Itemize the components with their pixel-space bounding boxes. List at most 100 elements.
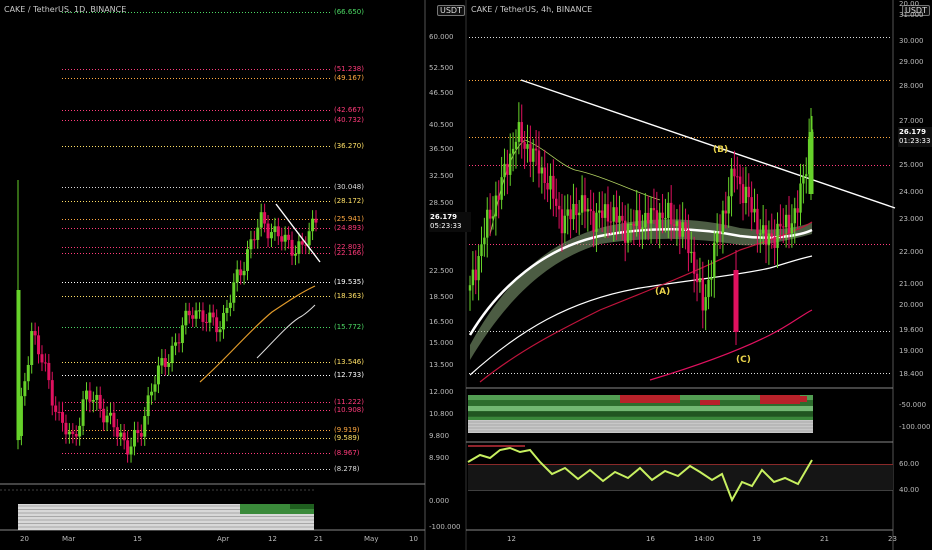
candle-body	[26, 364, 30, 382]
candle-body	[635, 210, 638, 226]
right-x-axis-label: 23	[888, 535, 897, 543]
candle-body	[598, 210, 601, 213]
candle-body	[287, 234, 291, 240]
candle-body	[710, 277, 713, 280]
candle-body	[488, 209, 492, 219]
right-price-axis-label: 31.000	[899, 11, 924, 19]
candle-body	[235, 269, 239, 283]
candle-body	[753, 208, 756, 213]
candle-body	[589, 209, 592, 212]
left-unit-badge[interactable]: USDT	[437, 5, 465, 16]
left-price-axis-label: 28.500	[429, 199, 454, 207]
candle-body	[578, 212, 581, 216]
candle-body	[595, 212, 598, 232]
osc1-row	[468, 417, 813, 422]
candle-body	[218, 329, 222, 333]
level-label: (12.733)	[334, 370, 364, 379]
candle-body	[649, 208, 653, 224]
candle-body	[621, 215, 624, 221]
candle-body	[263, 212, 267, 224]
candle-body	[661, 212, 664, 219]
candle-body	[808, 132, 814, 194]
candle-body	[290, 239, 294, 256]
candle-body	[494, 195, 498, 217]
candle-body	[727, 196, 730, 214]
candle-body	[572, 203, 575, 220]
right-x-axis-label: 19	[752, 535, 761, 543]
candle-body	[16, 290, 21, 440]
candle-body	[81, 399, 85, 426]
candle-body	[245, 249, 249, 271]
candle-body	[592, 211, 595, 232]
candle-body	[314, 218, 318, 223]
candle-body	[707, 279, 710, 298]
candle-body	[122, 432, 126, 441]
candle-body	[744, 186, 748, 204]
candle-body	[40, 354, 44, 363]
level-label: (8.967)	[334, 448, 360, 457]
level-label: (8.278)	[334, 464, 360, 473]
candle-body	[204, 321, 208, 323]
left-price-axis-label: 40.500	[429, 121, 454, 129]
left-chart-title: CAKE / TetherUS, 1D, BINANCE	[4, 5, 127, 14]
candle-body	[718, 232, 722, 234]
candle-body	[474, 269, 477, 281]
candle-body	[64, 422, 68, 435]
left-price-axis-label: 36.500	[429, 145, 454, 153]
left-x-axis-label: 12	[268, 535, 277, 543]
right-trendline	[520, 79, 896, 209]
candle-body	[690, 251, 693, 254]
candle-body	[283, 234, 287, 242]
left-price-axis-label: 9.800	[429, 432, 450, 440]
candle-body	[761, 225, 765, 234]
candle-body	[526, 144, 529, 149]
right-x-axis-label: 16	[646, 535, 655, 543]
candle-body	[33, 331, 37, 336]
candle-body	[667, 202, 670, 219]
candle-body	[71, 431, 75, 434]
candle-body	[242, 270, 246, 276]
left-price-axis-label: 18.500	[429, 293, 454, 301]
candle-body	[150, 391, 154, 396]
candle-body	[163, 358, 167, 367]
candle-body	[644, 212, 647, 228]
candle-body	[177, 342, 181, 344]
candle-body	[293, 254, 297, 256]
candle-body	[626, 223, 630, 243]
candle-body	[537, 150, 541, 174]
candle-body	[91, 399, 95, 402]
candle-body	[112, 412, 116, 428]
candle-body	[280, 236, 284, 242]
candle-body	[273, 226, 277, 233]
osc-dark-band	[290, 504, 314, 509]
right-price-value: 26.179	[899, 128, 927, 136]
osc1-axis-label: -50.000	[899, 401, 927, 409]
candle-body	[532, 148, 535, 162]
candle-body	[153, 384, 157, 392]
candle-body	[552, 175, 555, 199]
left-price-tag: 26.179 05:23:33	[429, 212, 471, 232]
right-price-axis-label: 30.000	[899, 37, 924, 45]
candle-body	[276, 226, 280, 237]
candle-body	[652, 208, 656, 211]
candle-body	[211, 312, 215, 318]
left-trendline	[275, 203, 321, 263]
candle-body	[546, 183, 549, 190]
level-label: (22.166)	[334, 248, 364, 257]
candle-body	[721, 210, 725, 234]
right-unit-badge[interactable]: USDT	[902, 5, 930, 16]
osc2-axis-label: 20.00	[899, 0, 920, 8]
candle-body	[74, 433, 78, 437]
candle-body	[201, 310, 205, 322]
candle-body	[167, 363, 171, 367]
candle-body	[724, 210, 727, 214]
candle-body	[701, 277, 704, 311]
candle-body	[738, 176, 742, 185]
candle-body	[105, 415, 109, 423]
candle-body	[603, 204, 607, 218]
candle-body	[115, 427, 119, 437]
candle-body	[266, 223, 270, 239]
candle-body	[678, 221, 681, 237]
candle-body	[672, 224, 676, 226]
